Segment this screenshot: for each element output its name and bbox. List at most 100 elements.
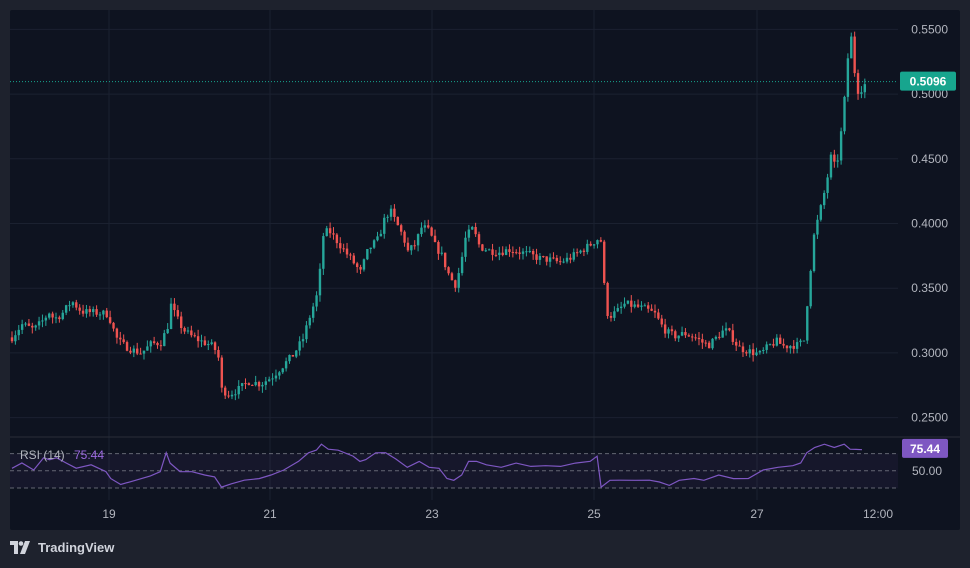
candle-body xyxy=(663,324,667,334)
candle-body xyxy=(366,249,369,260)
candle-body xyxy=(355,263,359,268)
candle-body xyxy=(183,327,186,332)
candle-body xyxy=(660,318,663,325)
candle-body xyxy=(305,325,308,340)
candle-body xyxy=(301,339,305,342)
candle-body xyxy=(680,332,684,336)
candle-body xyxy=(606,282,609,316)
tradingview-logo[interactable]: TradingView xyxy=(10,540,114,555)
candle-body xyxy=(298,341,301,351)
candle-body xyxy=(335,234,339,244)
candle-body xyxy=(41,320,44,322)
candle-body xyxy=(281,368,284,373)
candle-body xyxy=(379,233,383,237)
candle-body xyxy=(433,235,437,243)
candle-body xyxy=(328,228,332,234)
candle-body xyxy=(284,361,288,369)
candle-body xyxy=(362,259,366,270)
time-axis[interactable]: 19 21 23 25 27 12:00 xyxy=(102,507,893,521)
candle-body xyxy=(555,257,559,262)
grid-lines xyxy=(10,10,898,500)
candle-body xyxy=(809,270,812,307)
candle-body xyxy=(836,160,839,162)
candle-body xyxy=(477,234,481,245)
candle-body xyxy=(454,280,457,288)
candle-body xyxy=(443,252,447,268)
candle-body xyxy=(14,335,17,342)
candle-body xyxy=(616,308,619,312)
candle-body xyxy=(643,305,647,307)
candle-body xyxy=(166,329,169,334)
candle-body xyxy=(691,336,694,338)
candle-body xyxy=(210,342,213,345)
candle-body xyxy=(718,336,721,338)
y-tick-label: 0.3000 xyxy=(911,346,948,360)
price-axis[interactable]: 0.55000.50000.45000.40000.35000.30000.25… xyxy=(911,22,948,424)
candle-body xyxy=(447,267,450,274)
candle-body xyxy=(102,310,105,315)
candle-body xyxy=(687,335,691,337)
candle-body xyxy=(58,317,61,320)
candle-body xyxy=(163,333,166,347)
candle-body xyxy=(498,252,501,256)
rsi-title[interactable]: RSI (14) xyxy=(20,448,65,462)
candle-body xyxy=(565,257,569,262)
candle-body xyxy=(765,344,768,350)
candle-body xyxy=(599,240,603,242)
candle-body xyxy=(396,216,399,226)
candle-body xyxy=(572,252,575,260)
candle-body xyxy=(410,245,413,251)
candle-body xyxy=(10,337,14,342)
candle-body xyxy=(528,250,531,252)
candle-body xyxy=(714,336,718,339)
candle-body xyxy=(413,245,416,247)
candle-body xyxy=(20,324,24,330)
x-tick-label: 12:00 xyxy=(863,507,893,521)
candle-body xyxy=(406,242,410,251)
candle-body xyxy=(27,323,31,326)
candle-body xyxy=(609,315,613,318)
candle-body xyxy=(731,330,735,342)
candle-body xyxy=(176,310,180,317)
candle-body xyxy=(261,384,264,387)
x-tick-label: 23 xyxy=(425,507,439,521)
candle-body xyxy=(193,335,196,337)
candle-body xyxy=(190,330,193,336)
candle-body xyxy=(119,337,122,340)
candle-body xyxy=(542,256,545,258)
candle-body xyxy=(853,36,856,74)
candle-body xyxy=(684,332,687,336)
y-tick-label: 0.5500 xyxy=(911,22,948,36)
candle-body xyxy=(515,252,518,254)
candle-body xyxy=(535,254,538,260)
candle-body xyxy=(108,317,112,323)
candle-body xyxy=(772,344,775,346)
candle-body xyxy=(34,325,37,328)
candle-body xyxy=(224,387,227,396)
chart-frame[interactable] xyxy=(10,10,960,530)
candle-body xyxy=(220,357,224,388)
candle-body xyxy=(105,310,108,318)
candle-body xyxy=(24,323,27,325)
candle-body xyxy=(71,302,75,306)
candle-body xyxy=(318,268,322,296)
candle-body xyxy=(575,252,579,254)
candle-body xyxy=(122,339,125,343)
candle-body xyxy=(603,241,606,283)
x-tick-label: 19 xyxy=(102,507,116,521)
candle-body xyxy=(129,350,132,353)
candle-body xyxy=(856,73,860,94)
candle-body xyxy=(31,325,34,328)
x-tick-label: 25 xyxy=(587,507,601,521)
candle-body xyxy=(288,354,291,362)
candle-body xyxy=(51,313,54,318)
candle-body xyxy=(85,309,88,314)
candle-body xyxy=(751,349,755,356)
rsi-value-label: 75.44 xyxy=(910,442,940,456)
candle-body xyxy=(569,257,572,260)
candle-body xyxy=(518,252,521,254)
candle-body xyxy=(403,231,406,243)
candle-body xyxy=(416,234,420,246)
candle-body xyxy=(846,58,850,97)
